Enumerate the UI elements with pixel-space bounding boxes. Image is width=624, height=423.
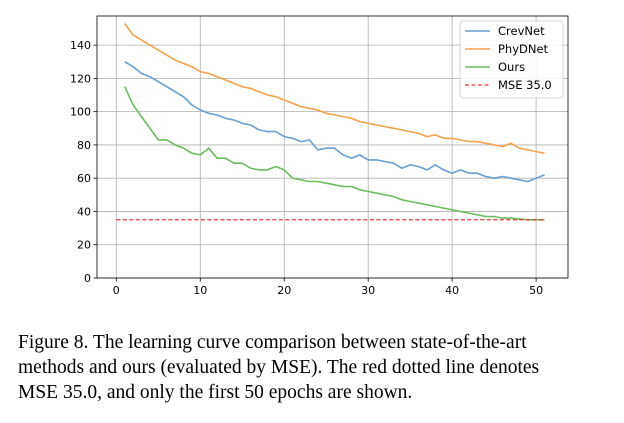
x-tick-label: 50 (529, 284, 543, 297)
x-tick-label: 20 (277, 284, 291, 297)
x-tick-label: 10 (193, 284, 207, 297)
axis-ticks: 0 10 20 30 40 50 0 20 40 60 80 100 120 140 (70, 39, 543, 297)
plot-frame (96, 15, 569, 279)
x-tick-label: 30 (361, 284, 375, 297)
y-tick-label: 100 (70, 106, 91, 119)
legend-box (459, 20, 564, 99)
y-tick-label: 140 (70, 39, 91, 52)
series-line-phydnet (124, 23, 545, 154)
legend-label: PhyDNet (498, 42, 549, 56)
y-tick-label: 60 (77, 172, 91, 185)
y-tick-label: 20 (77, 239, 91, 252)
y-tick-label: 0 (84, 272, 91, 285)
y-tick-label: 120 (70, 72, 91, 85)
legend-label: Ours (498, 60, 525, 74)
figure-caption: Figure 8. The learning curve comparison … (18, 330, 618, 405)
series-line-crevnet (124, 61, 545, 183)
y-tick-label: 80 (77, 139, 91, 152)
legend-label: CrevNet (498, 24, 545, 38)
caption-line: Figure 8. The learning curve comparison … (18, 332, 527, 353)
y-tick-label: 40 (77, 205, 91, 218)
x-tick-label: 0 (113, 284, 120, 297)
caption-line: MSE 35.0, and only the first 50 epochs a… (18, 382, 413, 403)
series-line-ours (123, 86, 545, 221)
x-tick-label: 40 (445, 284, 459, 297)
learning-curve-chart: 0 10 20 30 40 50 0 20 40 60 80 100 120 140 CrevNet Phy… (70, 15, 569, 297)
legend: CrevNet PhyDNet Ours MSE 35.0 (459, 20, 564, 99)
legend-label: MSE 35.0 (498, 78, 552, 92)
series-lines (116, 23, 545, 221)
caption-line: methods and ours (evaluated by MSE). The… (18, 357, 540, 378)
